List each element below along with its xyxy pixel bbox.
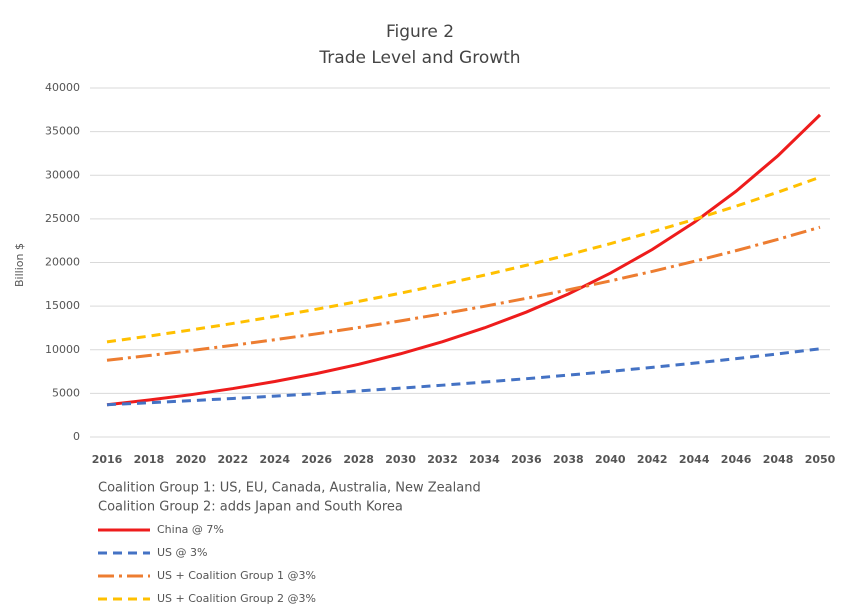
x-tick-label: 2046: [721, 453, 752, 466]
y-tick-label: 35000: [45, 125, 80, 138]
legend-label: US @ 3%: [157, 546, 207, 559]
x-tick-label: 2034: [469, 453, 500, 466]
x-tick-label: 2044: [679, 453, 710, 466]
x-tick-label: 2018: [134, 453, 165, 466]
y-axis-label: Billion $: [13, 243, 26, 287]
x-tick-label: 2030: [385, 453, 416, 466]
x-tick-label: 2028: [343, 453, 374, 466]
chart: Figure 2 Trade Level and Growth Billion …: [0, 0, 841, 605]
legend-label: China @ 7%: [157, 523, 224, 536]
legend-label: US + Coalition Group 2 @3%: [157, 592, 316, 605]
y-tick-label: 25000: [45, 212, 80, 225]
x-tick-label: 2032: [427, 453, 458, 466]
x-tick-label: 2026: [301, 453, 332, 466]
y-tick-label: 0: [73, 430, 80, 443]
x-tick-label: 2042: [637, 453, 668, 466]
x-tick-label: 2048: [763, 453, 794, 466]
note: Coalition Group 1: US, EU, Canada, Austr…: [98, 481, 481, 496]
series-line: [107, 349, 820, 405]
y-tick-label: 20000: [45, 256, 80, 269]
x-tick-label: 2038: [553, 453, 584, 466]
x-tick-label: 2020: [176, 453, 207, 466]
x-tick-label: 2040: [595, 453, 626, 466]
series-line: [107, 177, 820, 342]
y-tick-label: 10000: [45, 343, 80, 356]
series-line: [107, 227, 820, 360]
y-tick-label: 15000: [45, 299, 80, 312]
chart-title: Figure 2: [386, 22, 454, 42]
y-tick-label: 40000: [45, 81, 80, 94]
chart-subtitle: Trade Level and Growth: [318, 48, 520, 68]
note: Coalition Group 2: adds Japan and South …: [98, 500, 403, 515]
y-tick-label: 5000: [52, 386, 80, 399]
x-tick-label: 2036: [511, 453, 542, 466]
x-tick-label: 2016: [92, 453, 123, 466]
x-tick-label: 2050: [805, 453, 836, 466]
y-tick-label: 30000: [45, 168, 80, 181]
x-tick-label: 2022: [218, 453, 249, 466]
legend-label: US + Coalition Group 1 @3%: [157, 569, 316, 582]
x-tick-label: 2024: [259, 453, 290, 466]
